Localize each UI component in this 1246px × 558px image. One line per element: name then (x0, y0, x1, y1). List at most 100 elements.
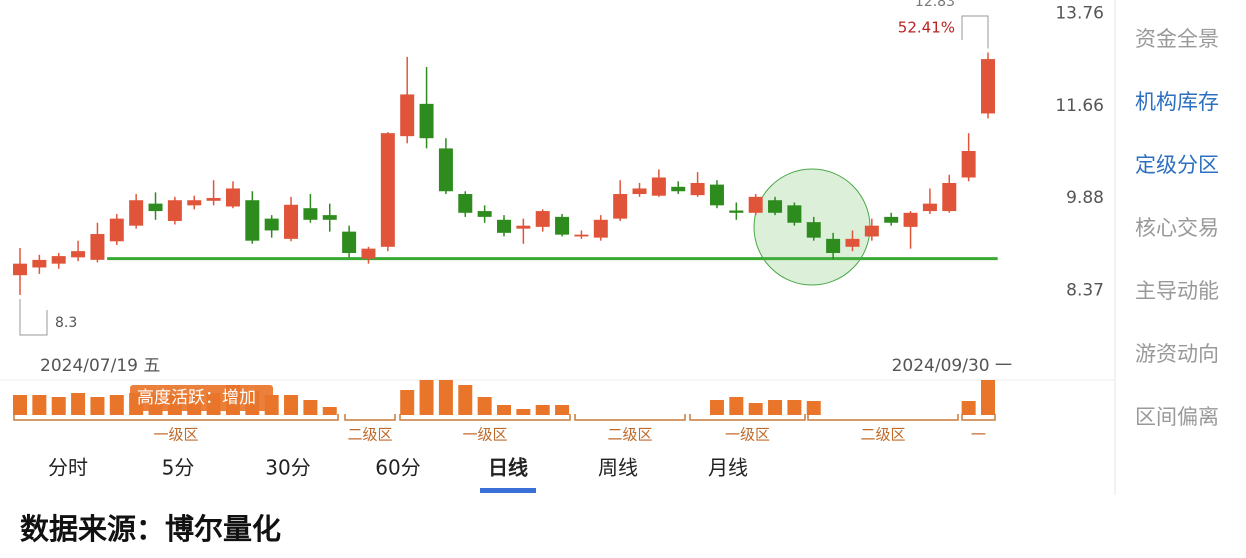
volume-bar (748, 403, 763, 415)
x-tick-label: 2024/07/19 五 (40, 356, 160, 376)
y-tick-label: 11.66 (1055, 96, 1104, 116)
volume-bar (13, 395, 27, 415)
zone-bracket (689, 414, 806, 421)
candle-body (748, 196, 763, 213)
y-tick-label: 9.88 (1066, 188, 1104, 208)
volume-bar (806, 401, 821, 415)
candle-body (109, 218, 124, 242)
candle-body (400, 94, 415, 137)
candle-body (961, 150, 976, 178)
candle-body (225, 188, 240, 207)
zone-label: 一级区 (153, 426, 198, 444)
zone-label: 一级区 (462, 426, 507, 444)
candle-body (342, 231, 357, 253)
x-tick-label: 2024/09/30 一 (892, 356, 1012, 376)
zone-label: 二级区 (860, 426, 905, 444)
candle-body (264, 218, 279, 231)
zone-label: 一 (971, 426, 986, 444)
candle-body (922, 203, 937, 212)
volume-bar (400, 390, 415, 415)
candle-body (555, 216, 570, 235)
candle-body (613, 194, 628, 219)
volume-bar (438, 380, 453, 415)
candle-body (516, 225, 531, 229)
tab[interactable]: 60分 (375, 456, 420, 480)
volume-bar (768, 400, 783, 415)
tab[interactable]: 5分 (162, 456, 195, 480)
candle-body (981, 59, 995, 114)
volume-bar (555, 405, 570, 415)
candle-body (768, 200, 783, 213)
change-label: 52.41% (898, 19, 955, 37)
candle-body (574, 234, 589, 237)
tab[interactable]: 周线 (598, 456, 638, 480)
side-menu-item[interactable]: 游资动向 (1135, 342, 1219, 366)
candle-body (787, 205, 802, 223)
candle-body (651, 177, 666, 196)
candle-body (90, 234, 105, 260)
side-menu-item[interactable]: 区间偏离 (1135, 405, 1219, 429)
candle-body (206, 197, 221, 201)
volume-bar (51, 397, 66, 415)
side-menu-item[interactable]: 核心交易 (1135, 216, 1219, 240)
tab[interactable]: 30分 (265, 456, 310, 480)
tag-box (130, 385, 273, 411)
tab-underline (480, 488, 536, 493)
volume-bar (787, 400, 802, 415)
candle-body (380, 133, 395, 247)
zone-bracket (399, 414, 571, 421)
tab[interactable]: 分时 (48, 456, 88, 480)
candle-body (477, 211, 492, 217)
high-pointer (961, 15, 989, 49)
candle-body (729, 210, 744, 213)
volume-bar (535, 405, 550, 415)
candle-body (245, 200, 260, 241)
zone-bracket (13, 414, 339, 421)
y-tick-label: 13.76 (1055, 4, 1104, 24)
footer: 数据来源：博尔量化 (20, 512, 281, 546)
high-label: 12.83 (915, 0, 955, 10)
candle-body (361, 248, 376, 259)
candle-body (129, 200, 144, 226)
candle-body (497, 219, 511, 233)
candle-body (438, 148, 453, 192)
candle-body (806, 222, 821, 238)
volume-bar (284, 395, 299, 415)
candle-body (187, 200, 202, 206)
candle-body (322, 215, 337, 220)
candle-body (884, 216, 899, 223)
volume-bar (109, 395, 124, 415)
side-menu-item[interactable]: 定级分区 (1135, 153, 1219, 177)
side-menu-item[interactable]: 机构库存 (1135, 90, 1219, 114)
candle-body (864, 225, 879, 237)
volume-bar (709, 400, 724, 415)
zone-label: 二级区 (607, 426, 652, 444)
side-menu-item[interactable]: 主导动能 (1135, 279, 1219, 303)
zone-bracket (344, 414, 396, 421)
volume-bar (71, 393, 86, 415)
volume-bar (303, 400, 318, 415)
volume-bar (90, 397, 105, 415)
volume-bar (477, 397, 492, 415)
zone-bracket (574, 414, 686, 421)
tab[interactable]: 日线 (488, 456, 528, 480)
volume-bar (458, 385, 473, 415)
tab[interactable]: 月线 (708, 456, 748, 480)
volume-bar (516, 409, 531, 415)
volume-bar (729, 397, 744, 415)
candle-body (593, 219, 608, 238)
candle-body (690, 182, 705, 196)
candle-body (903, 212, 918, 227)
candle-body (71, 251, 86, 258)
zone-bracket (807, 414, 959, 421)
zone-bracket (961, 414, 996, 421)
low-pointer (19, 298, 48, 336)
y-tick-label: 8.37 (1066, 280, 1104, 300)
candle-body (671, 186, 686, 192)
candle-body (32, 259, 47, 268)
volume-bar (32, 395, 47, 415)
candle-body (458, 194, 473, 213)
side-menu-item[interactable]: 资金全景 (1135, 27, 1219, 51)
candle-body (13, 263, 27, 276)
